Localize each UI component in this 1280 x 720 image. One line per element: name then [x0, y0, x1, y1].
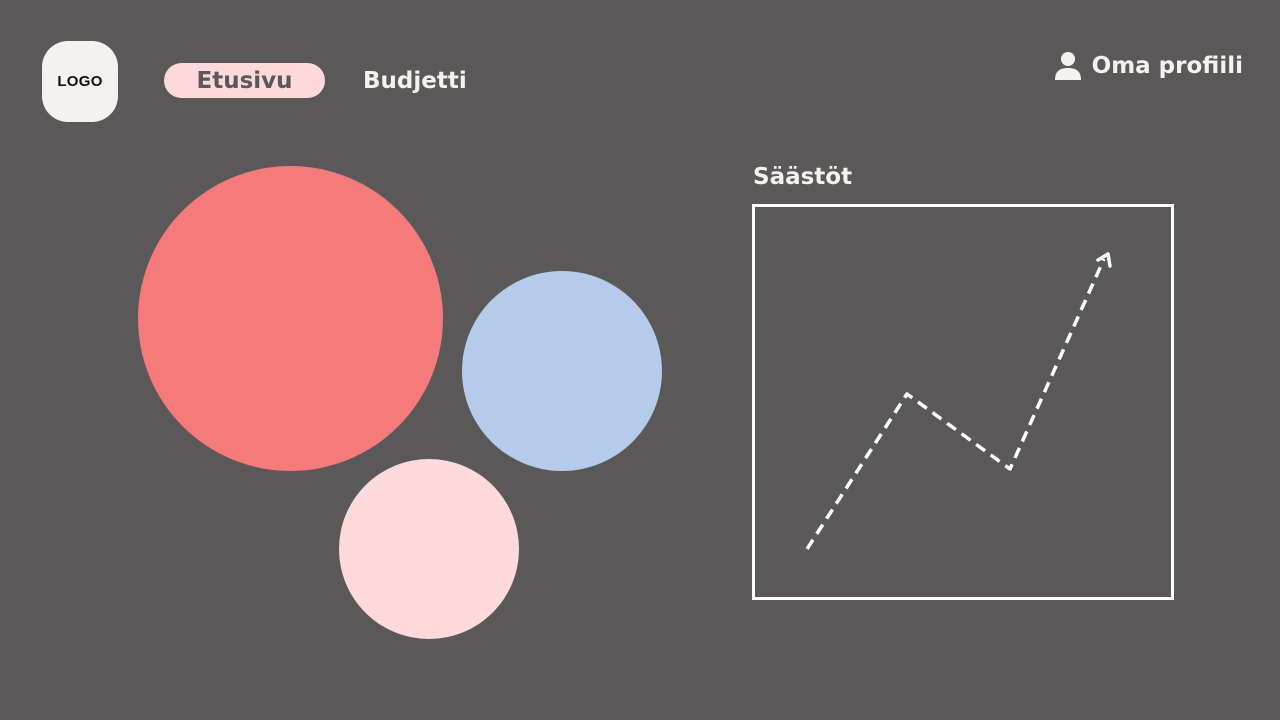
chart-frame [752, 204, 1174, 600]
chart-title: Säästöt [753, 164, 853, 190]
logo[interactable]: LOGO [42, 41, 118, 122]
profile-label: Oma profiili [1091, 53, 1243, 79]
arrow-up-right-icon [1096, 252, 1112, 268]
nav-tab-label: Etusivu [196, 67, 293, 94]
savings-chart[interactable] [752, 204, 1174, 600]
user-icon [1054, 51, 1082, 81]
savings-chart-svg [752, 204, 1174, 600]
nav-tab-budjetti[interactable]: Budjetti [363, 63, 467, 98]
nav-tab-etusivu[interactable]: Etusivu [164, 63, 325, 98]
trend-line [805, 258, 1106, 550]
circle-red[interactable] [138, 166, 443, 471]
profile-link[interactable]: Oma profiili [1054, 48, 1243, 84]
nav-tab-label: Budjetti [363, 67, 467, 94]
logo-text: LOGO [57, 73, 103, 90]
circle-blue[interactable] [462, 271, 662, 471]
circle-pink[interactable] [339, 459, 519, 639]
